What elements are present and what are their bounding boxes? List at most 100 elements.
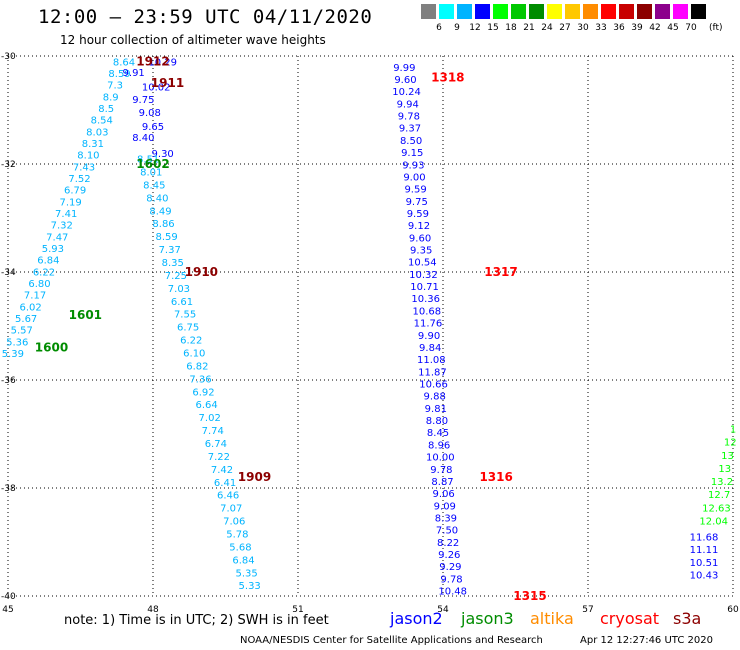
- swh-value-label: 6.75: [177, 323, 199, 334]
- legend-swatch: [655, 4, 670, 19]
- swh-value-label: 9.78: [440, 574, 462, 585]
- swh-value-label: 10.71: [410, 282, 439, 293]
- swh-value-label: 9.35: [410, 246, 432, 257]
- swh-value-label: 9.78: [430, 465, 452, 476]
- legend-swatch: [619, 4, 634, 19]
- swh-value-label: 9.75: [132, 95, 154, 106]
- swh-value-label: 6.61: [171, 297, 193, 308]
- swh-value-label: 8.45: [143, 180, 165, 191]
- legend-label: 24: [541, 23, 553, 33]
- legend-label: 9: [454, 23, 460, 33]
- swh-value-label: 13.2: [711, 477, 733, 488]
- swh-value-label: 9.00: [403, 172, 425, 183]
- swh-value-label: 7.07: [220, 504, 242, 515]
- legend-swatch: [511, 4, 526, 19]
- legend-label: 45: [667, 23, 679, 33]
- swh-value-label: 9.75: [406, 197, 428, 208]
- swh-value-label: 8.59: [108, 69, 130, 80]
- legend-label: 18: [505, 23, 517, 33]
- swh-value-label: 7.3: [107, 81, 123, 92]
- swh-value-label: 10.29: [148, 57, 177, 68]
- lon-tick-label: 51: [292, 605, 303, 615]
- swh-value-label: 8.80: [426, 416, 448, 427]
- legend-label: 12: [469, 23, 481, 33]
- swh-value-label: 13: [721, 451, 734, 462]
- swh-value-label: 9.59: [407, 209, 429, 220]
- swh-value-label: 10.48: [438, 587, 467, 598]
- swh-value-label: 8.9: [103, 92, 119, 103]
- swh-value-label: 7.19: [60, 197, 82, 208]
- swh-value-label: 9.09: [434, 501, 456, 512]
- swh-value-label: 8.5: [98, 104, 114, 115]
- swh-value-label: 7.32: [51, 221, 73, 232]
- satellite-legend-cryosat: cryosat: [600, 609, 660, 628]
- swh-value-label: 9.81: [425, 404, 447, 415]
- pass-time-label: 1318: [431, 71, 464, 85]
- swh-value-label: 9.93: [402, 160, 424, 171]
- swh-value-label: 12.04: [699, 516, 728, 527]
- swh-value-label: 8.49: [149, 206, 171, 217]
- swh-value-label: 7.47: [46, 232, 68, 243]
- legend-label: 6: [436, 23, 442, 33]
- swh-value-label: 8.50: [400, 136, 422, 147]
- swh-value-label: 6.74: [205, 439, 227, 450]
- footer-note: note: 1) Time is in UTC; 2) SWH is in fe…: [64, 613, 329, 628]
- swh-value-label: 8.40: [132, 133, 154, 144]
- swh-value-label: 9.60: [394, 75, 416, 86]
- swh-value-label: 7.42: [211, 465, 233, 476]
- lon-tick-label: 48: [147, 605, 159, 615]
- swh-value-label: 7.50: [436, 526, 458, 537]
- swh-value-label: 9.99: [393, 63, 415, 74]
- swh-value-label: 5.93: [42, 244, 64, 255]
- swh-value-label: 6.10: [183, 349, 205, 360]
- swh-value-label: 9.84: [419, 343, 441, 354]
- swh-value-label: 9.65: [142, 122, 164, 133]
- swh-value-label: 9.59: [404, 185, 426, 196]
- swh-value-label: 6.02: [19, 302, 41, 313]
- swh-value-label: 5.57: [11, 326, 33, 337]
- lat-tick-label: -38: [1, 484, 16, 494]
- generated-timestamp: Apr 12 12:27:46 UTC 2020: [580, 635, 713, 646]
- legend-swatch: [475, 4, 490, 19]
- swh-value-label: 10.54: [408, 258, 437, 269]
- lat-tick-label: -30: [1, 52, 16, 62]
- swh-value-label: 11.08: [417, 355, 446, 366]
- swh-value-label: 12.7: [708, 490, 730, 501]
- pass-time-label: 1316: [479, 470, 512, 484]
- swh-value-label: 7.37: [159, 245, 181, 256]
- swh-value-label: 12: [724, 438, 737, 449]
- legend-swatch: [457, 4, 472, 19]
- pass-time-label: 1317: [484, 265, 517, 279]
- swh-value-label: 5.39: [2, 349, 24, 360]
- swh-value-label: 10.43: [690, 570, 719, 581]
- legend-label: 15: [487, 23, 499, 33]
- swh-value-label: 5.35: [235, 568, 257, 579]
- swh-value-label: 8.51: [137, 155, 159, 166]
- swh-value-label: 6.80: [28, 279, 50, 290]
- satellite-legend-jason3: jason3: [461, 609, 514, 628]
- swh-value-label: 7.43: [73, 162, 95, 173]
- legend-swatch: [439, 4, 454, 19]
- pass-time-label: 1315: [513, 589, 546, 603]
- legend-swatch: [673, 4, 688, 19]
- legend-swatch: [547, 4, 562, 19]
- swh-value-label: 9.06: [433, 489, 455, 500]
- swh-value-label: 8.39: [435, 514, 457, 525]
- swh-value-label: 10.24: [392, 87, 421, 98]
- swh-value-label: 8.96: [428, 440, 450, 451]
- satellite-legend-s3a: s3a: [673, 609, 702, 628]
- swh-value-label: 9.37: [399, 124, 421, 135]
- pass-time-label: 1909: [238, 470, 271, 484]
- swh-value-label: 9.15: [401, 148, 423, 159]
- legend-swatch: [529, 4, 544, 19]
- swh-value-label: 5.33: [239, 581, 261, 592]
- swh-value-label: 6.82: [186, 361, 208, 372]
- lat-tick-label: -32: [1, 160, 16, 170]
- swh-value-label: 8.40: [146, 193, 168, 204]
- lat-tick-label: -40: [1, 592, 16, 602]
- swh-value-label: 12.63: [702, 503, 731, 514]
- pass-time-label: 1602: [136, 157, 169, 171]
- legend-label: 70: [685, 23, 697, 33]
- swh-value-label: 9.90: [418, 331, 440, 342]
